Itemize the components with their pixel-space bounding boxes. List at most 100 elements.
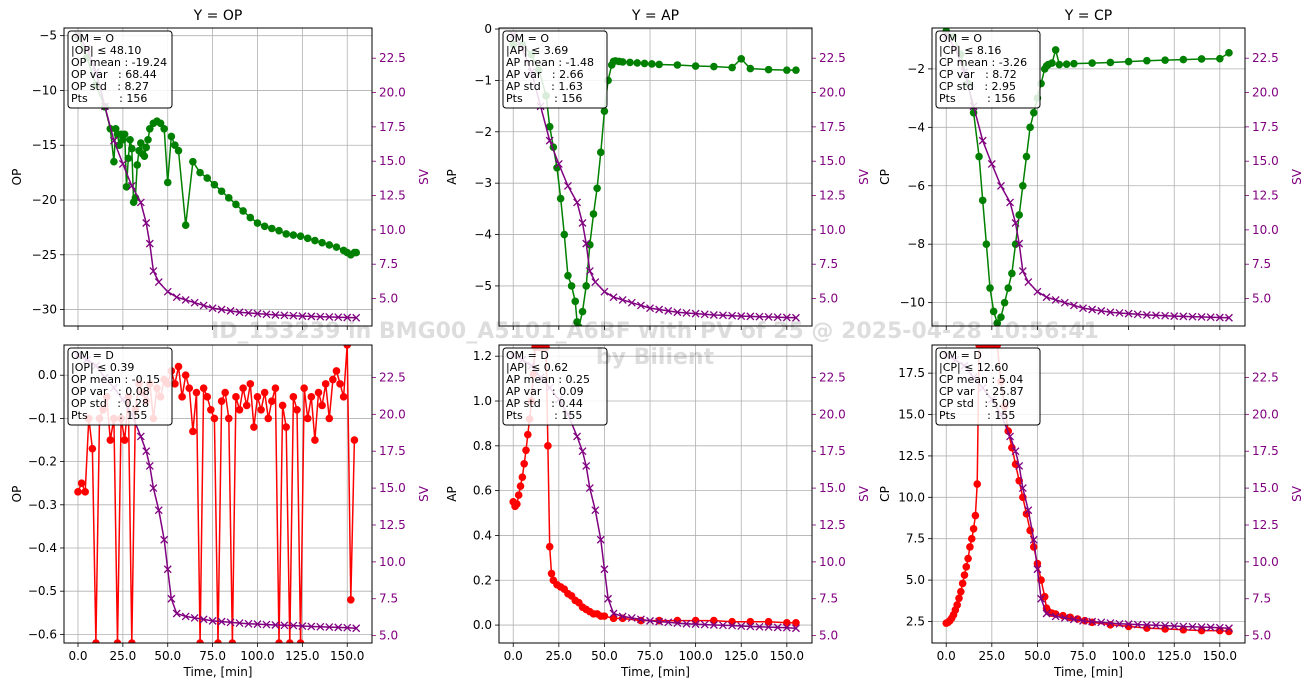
data-point-sv	[262, 620, 271, 629]
data-point	[156, 119, 165, 128]
y-right-tick-label: 22.5	[379, 51, 406, 65]
y-axis-label: AP	[445, 486, 459, 501]
data-point	[282, 423, 291, 431]
data-point	[120, 436, 129, 444]
data-point-sv	[591, 278, 600, 287]
y-right-tick-label: 10.0	[1252, 555, 1279, 569]
data-point	[296, 232, 305, 240]
subplot-title: Y = OP	[193, 8, 243, 24]
data-point	[1225, 49, 1233, 57]
data-point-sv	[618, 295, 627, 304]
data-point	[1179, 55, 1188, 64]
y-axis-label: CP	[878, 486, 892, 502]
data-point	[966, 543, 974, 551]
data-point	[140, 152, 149, 160]
stats-line: AP std : 1.63	[506, 80, 583, 93]
data-point-sv	[1042, 609, 1051, 618]
data-point-sv	[578, 219, 587, 227]
data-point-sv	[1011, 219, 1020, 227]
stats-line: OM = D	[506, 349, 549, 362]
data-point-sv	[352, 313, 361, 322]
x-axis-label: Time, [min]	[1053, 665, 1123, 679]
data-point-sv	[1188, 622, 1197, 631]
data-point-sv	[1224, 624, 1233, 633]
data-point-sv	[773, 313, 782, 322]
data-point	[232, 393, 240, 401]
y-right-tick-label: 7.5	[379, 257, 398, 271]
y-right-tick-label: 22.5	[819, 51, 846, 65]
data-point	[253, 219, 262, 227]
x-tick-label: 25.0	[110, 649, 137, 663]
y-tick-label: −25	[32, 248, 57, 262]
series-line	[512, 34, 796, 319]
data-point-sv	[199, 615, 208, 624]
y-right-tick-label: 20.0	[1252, 86, 1279, 100]
data-point	[126, 135, 134, 144]
data-point-sv	[1161, 621, 1170, 630]
y-right-tick-label: 12.5	[379, 518, 406, 532]
data-point-sv	[1033, 287, 1042, 296]
data-point-sv	[755, 312, 764, 321]
data-point-sv	[208, 616, 217, 625]
y-right-tick-label: 15.0	[819, 154, 846, 168]
data-point-sv	[118, 159, 127, 168]
data-point-sv	[190, 298, 199, 307]
y-right-tick-label: 22.5	[1252, 51, 1279, 65]
data-point-sv	[127, 181, 136, 190]
y-right-tick-label: 7.5	[1252, 257, 1271, 271]
data-point-sv	[655, 617, 664, 626]
stats-line: OP var : 68.44	[71, 68, 157, 81]
data-point-sv	[573, 432, 582, 441]
data-point	[746, 617, 755, 626]
data-point-sv	[1018, 484, 1027, 493]
data-point-sv	[1215, 623, 1224, 632]
y-tick-label: −30	[32, 303, 57, 317]
y-tick-label: 12.5	[898, 449, 925, 463]
data-point	[246, 380, 255, 388]
data-point	[514, 491, 523, 499]
data-point-sv	[1179, 622, 1188, 631]
data-point	[589, 210, 598, 218]
data-point-sv	[682, 619, 691, 628]
stats-box	[67, 347, 173, 426]
data-point	[1048, 59, 1056, 67]
data-point	[545, 122, 554, 131]
data-point-sv	[163, 287, 172, 296]
data-point-sv	[298, 622, 307, 630]
data-point-sv	[764, 623, 773, 632]
data-point	[1070, 59, 1078, 68]
y-right-tick-label: 22.5	[1252, 370, 1279, 384]
data-point	[556, 194, 565, 203]
x-tick-label: 100.0	[1111, 649, 1145, 663]
stats-line: OP mean : -19.24	[71, 56, 167, 69]
data-point	[986, 284, 994, 292]
data-point-sv	[316, 622, 325, 631]
data-point-sv	[149, 484, 158, 493]
y-tick-label: −10	[900, 296, 925, 310]
y-right-axis-label: SV	[1290, 168, 1304, 185]
data-point-sv	[664, 306, 673, 315]
data-point	[626, 58, 634, 67]
data-point	[1197, 55, 1206, 63]
data-point	[329, 375, 337, 384]
y-right-tick-label: 5.0	[379, 629, 398, 643]
data-point-sv	[746, 312, 755, 321]
data-point-sv	[325, 623, 334, 632]
data-point-sv	[728, 311, 737, 320]
data-point	[207, 405, 215, 414]
axes-frame	[63, 344, 373, 644]
x-tick-label: 0.0	[504, 649, 523, 663]
data-point	[1022, 152, 1031, 161]
stats-line: |OP| ≤ 0.39	[71, 361, 134, 374]
data-point-sv	[1206, 623, 1215, 632]
data-point	[196, 639, 204, 643]
data-point	[278, 401, 287, 410]
data-point-sv	[1097, 306, 1106, 315]
series-cp	[942, 28, 1233, 326]
data-point-sv	[190, 613, 199, 622]
y-tick-label: −5	[474, 279, 492, 293]
data-point	[783, 66, 791, 74]
y-tick-label: 10.0	[898, 490, 925, 504]
x-tick-label: 150.0	[1203, 649, 1237, 663]
